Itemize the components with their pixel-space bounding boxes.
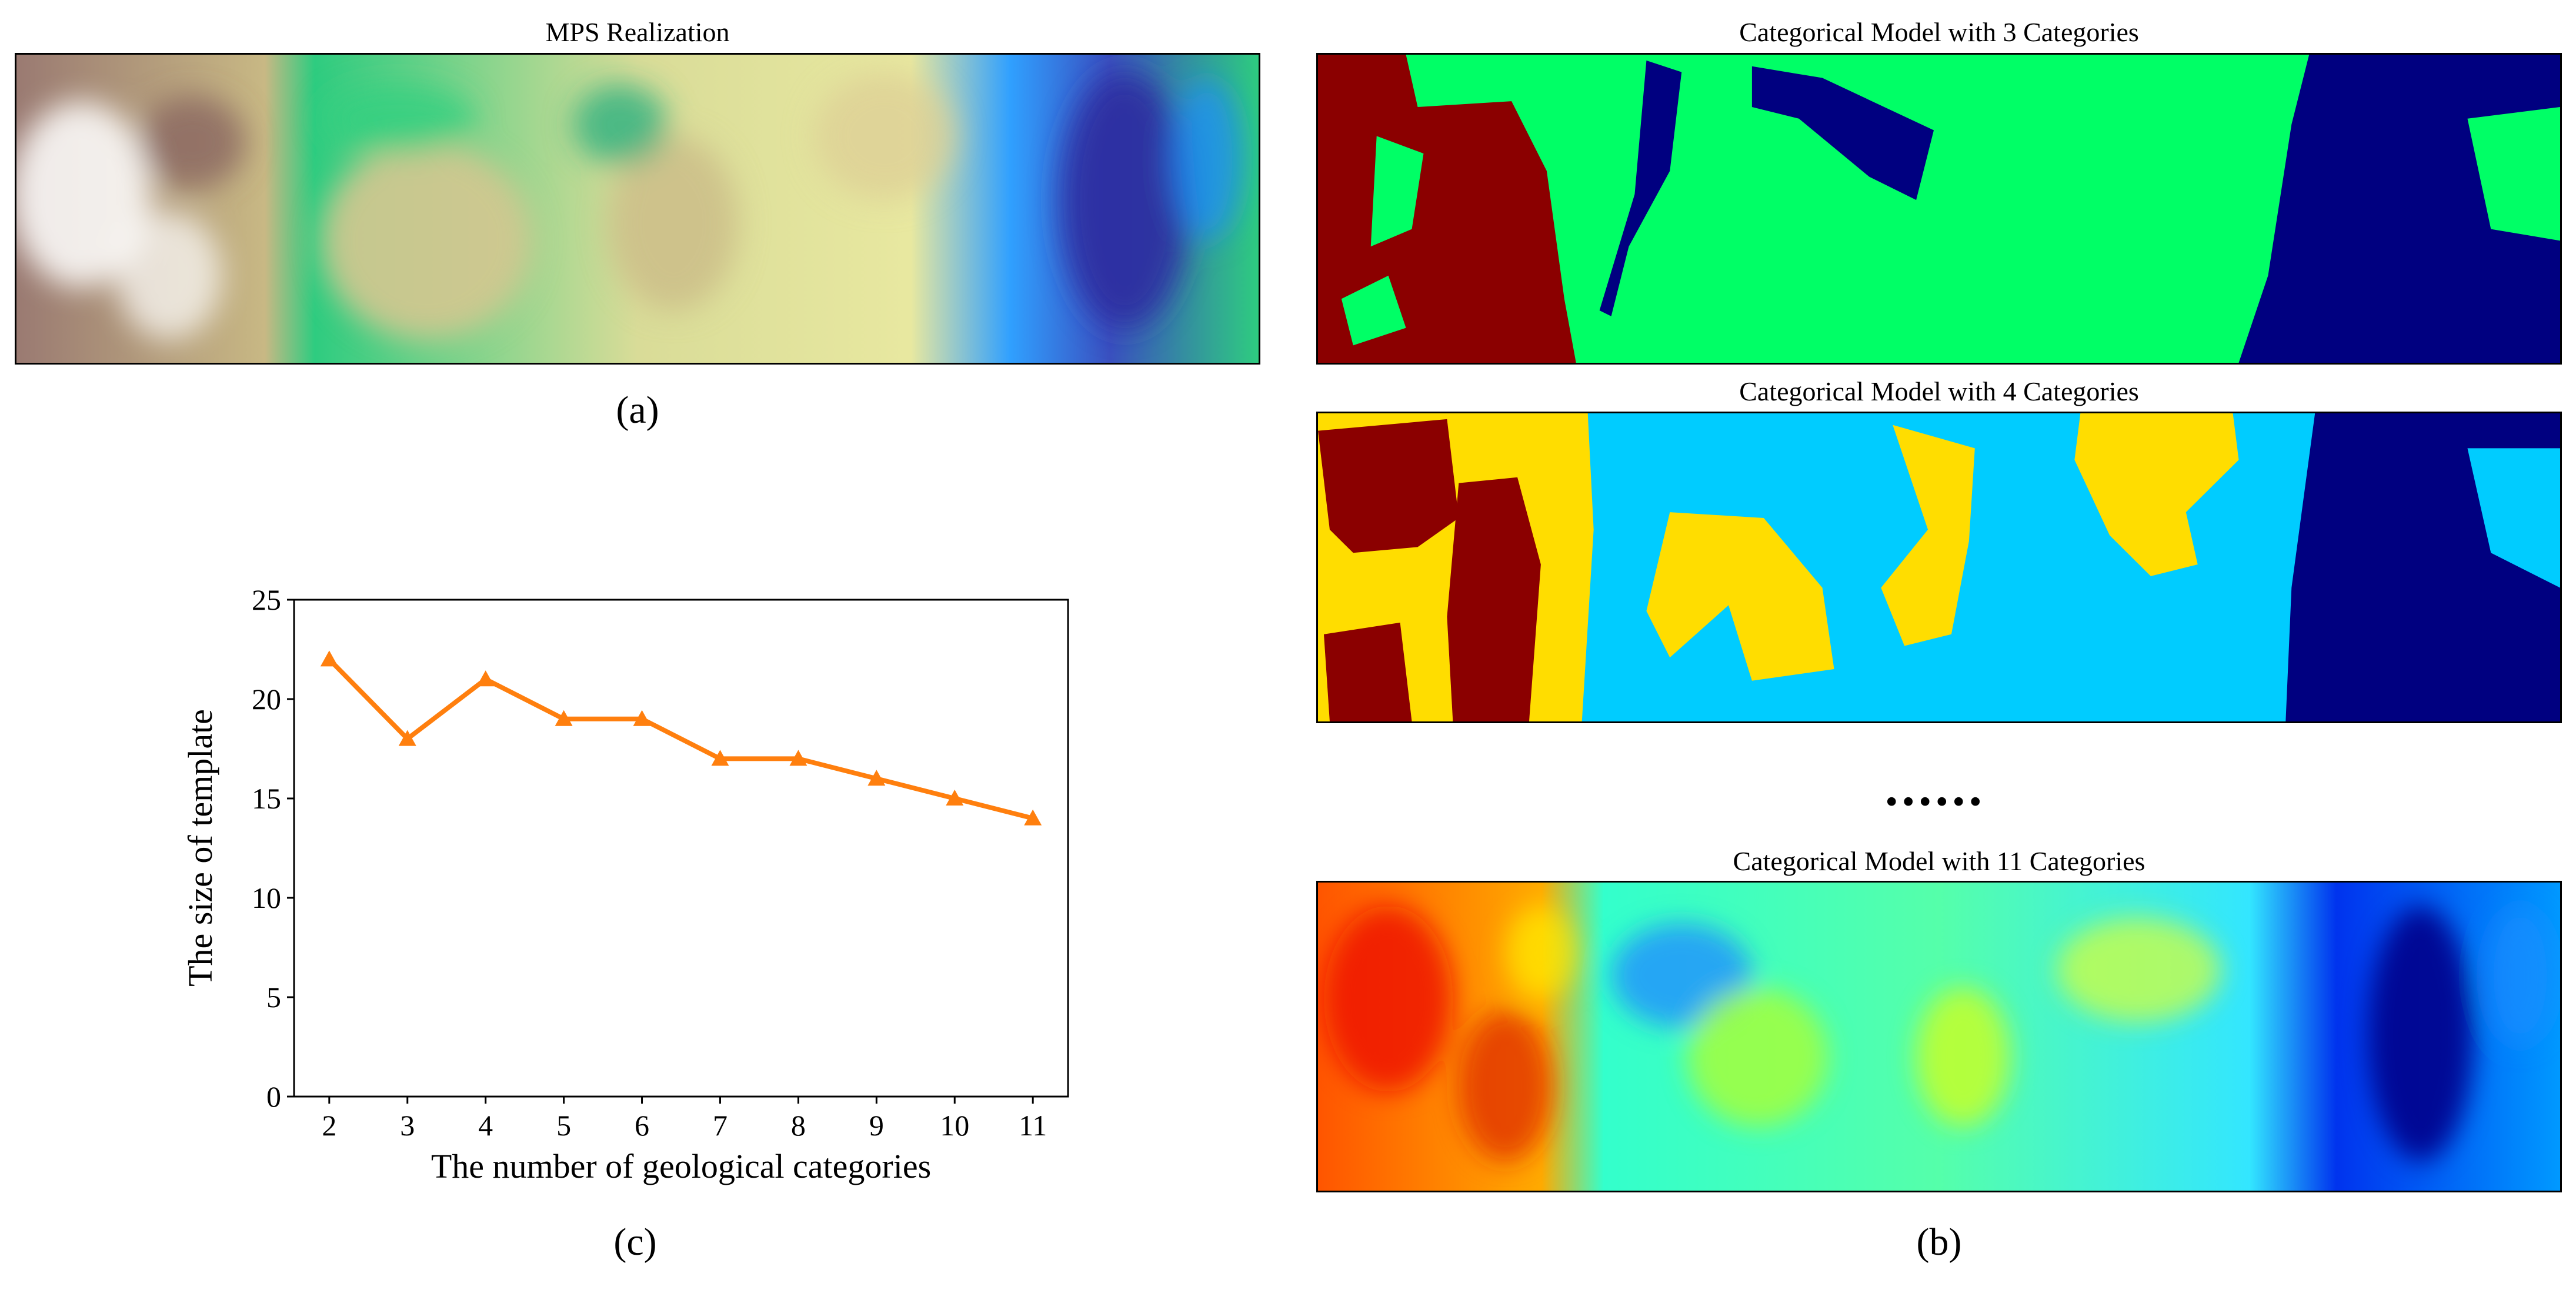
caption-c: (c) <box>613 1221 657 1264</box>
data-point-marker <box>711 750 729 766</box>
x-tick-label: 2 <box>322 1109 336 1142</box>
y-tick-label: 5 <box>266 981 281 1014</box>
data-point-marker <box>1024 809 1042 826</box>
data-point-marker <box>946 790 964 806</box>
caption-a: (a) <box>616 389 659 432</box>
data-point-marker <box>633 710 651 726</box>
data-point-marker <box>320 650 338 667</box>
x-tick-label: 10 <box>940 1109 969 1142</box>
data-point-marker <box>789 750 807 766</box>
x-tick-label: 8 <box>791 1109 806 1142</box>
y-tick-label: 0 <box>266 1080 281 1113</box>
x-tick-label: 5 <box>556 1109 571 1142</box>
categorical-4-image <box>1316 412 2562 723</box>
y-axis-label: The size of template <box>181 709 219 987</box>
x-tick-label: 3 <box>400 1109 415 1142</box>
plot-frame <box>293 599 1069 1098</box>
x-tick-label: 6 <box>635 1109 649 1142</box>
categorical-11-image <box>1316 881 2562 1192</box>
series-line <box>327 657 1034 821</box>
y-tick-label: 15 <box>252 782 281 815</box>
y-tick-label: 20 <box>252 683 281 716</box>
categorical-3-image <box>1316 53 2562 365</box>
ellipsis: ...... <box>1885 758 1986 817</box>
data-point-marker <box>476 670 495 687</box>
data-point-marker <box>867 770 886 786</box>
x-tick-label: 7 <box>713 1109 728 1142</box>
y-tick-label: 25 <box>252 583 281 616</box>
cat4-title: Categorical Model with 4 Categories <box>1739 376 2139 406</box>
template-size-chart: 0 5 10 15 20 25 2 3 4 5 6 7 8 9 10 11 The number of ge… <box>181 583 1069 1185</box>
y-tick-label: 10 <box>252 881 281 914</box>
data-point-marker <box>398 730 416 746</box>
x-axis-label: The number of geological categories <box>431 1147 931 1185</box>
x-tick-label: 9 <box>869 1109 884 1142</box>
x-tick-label: 4 <box>478 1109 493 1142</box>
mps-realization-image <box>15 53 1260 365</box>
x-tick-label: 11 <box>1019 1109 1047 1142</box>
data-point-marker <box>555 710 573 726</box>
cat11-title: Categorical Model with 11 Categories <box>1733 846 2145 876</box>
cat3-title: Categorical Model with 3 Categories <box>1739 17 2139 47</box>
mps-title: MPS Realization <box>545 17 730 47</box>
caption-b: (b) <box>1916 1221 1962 1264</box>
